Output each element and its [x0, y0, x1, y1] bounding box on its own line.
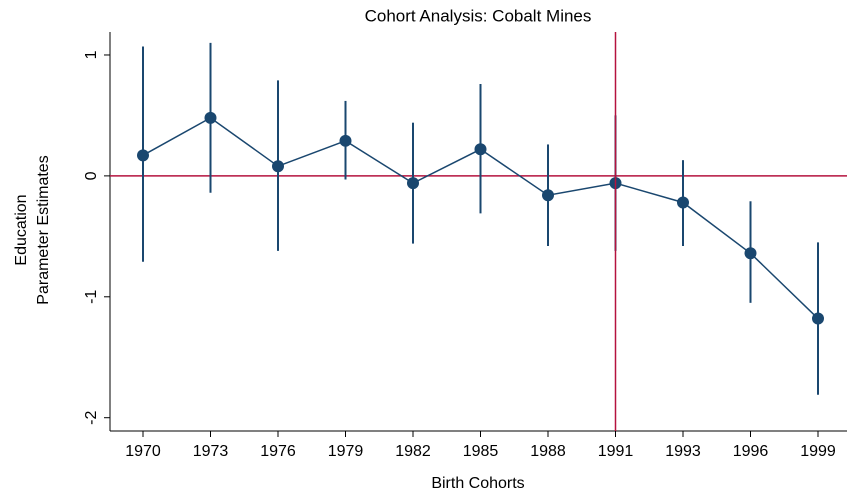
x-tick-label: 1985 [463, 443, 499, 460]
point [542, 189, 554, 202]
x-tick-label: 1988 [530, 443, 566, 460]
y-tick-label: 0 [83, 171, 100, 180]
point [812, 312, 824, 325]
y-axis-label: Education [13, 194, 30, 265]
y-tick-label: -2 [83, 410, 100, 424]
point [744, 247, 757, 260]
x-tick-label: 1982 [395, 443, 431, 460]
x-tick-label: 1993 [665, 443, 701, 460]
point [677, 196, 689, 209]
x-tick-label: 1996 [733, 443, 769, 460]
point [474, 143, 487, 156]
x-tick-label: 1973 [193, 443, 229, 460]
x-tick-label: 1991 [598, 443, 634, 460]
point [407, 177, 419, 190]
x-axis-label: Birth Cohorts [431, 475, 524, 492]
y-tick-label: 1 [83, 50, 100, 59]
x-tick-label: 1976 [260, 443, 296, 460]
point [339, 134, 352, 147]
x-tick-label: 1979 [328, 443, 364, 460]
x-tick-label: 1999 [800, 443, 836, 460]
chart-title: Cohort Analysis: Cobalt Mines [365, 6, 592, 25]
x-tick-label: 1970 [125, 443, 161, 460]
point [204, 111, 217, 124]
point [272, 160, 284, 173]
y-tick-label: -1 [83, 290, 100, 304]
y-axis-label: Parameter Estimates [35, 155, 52, 304]
point [137, 149, 149, 162]
